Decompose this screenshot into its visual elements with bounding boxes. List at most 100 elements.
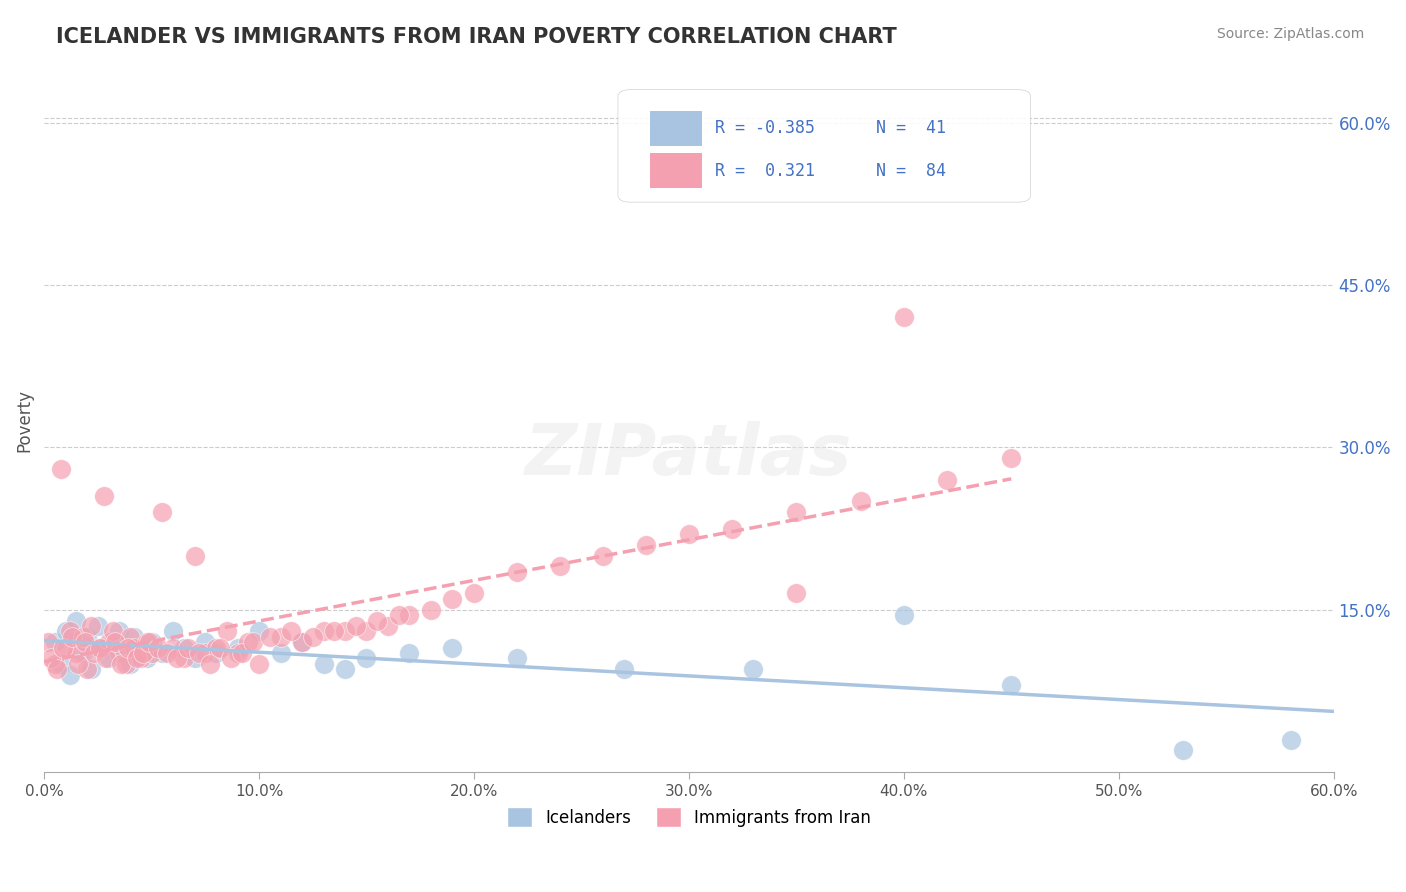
Point bbox=[114, 657, 136, 671]
Point bbox=[270, 630, 292, 644]
Point bbox=[209, 640, 232, 655]
Point bbox=[231, 646, 253, 660]
Point bbox=[205, 646, 228, 660]
Legend: Icelanders, Immigrants from Iran: Icelanders, Immigrants from Iran bbox=[501, 800, 877, 834]
Point bbox=[108, 624, 131, 639]
Text: R = -0.385: R = -0.385 bbox=[714, 120, 814, 137]
Point bbox=[129, 651, 152, 665]
Point bbox=[73, 635, 96, 649]
Point bbox=[548, 559, 571, 574]
Point bbox=[785, 505, 807, 519]
Point bbox=[136, 635, 159, 649]
Point bbox=[312, 657, 335, 671]
Text: N =  84: N = 84 bbox=[876, 161, 946, 179]
Point bbox=[156, 646, 179, 660]
Point bbox=[333, 662, 356, 676]
Point bbox=[120, 657, 142, 671]
Point bbox=[215, 624, 238, 639]
Text: Source: ZipAtlas.com: Source: ZipAtlas.com bbox=[1216, 27, 1364, 41]
Point bbox=[51, 462, 73, 476]
Point bbox=[44, 657, 66, 671]
Point bbox=[37, 635, 59, 649]
Point bbox=[55, 640, 77, 655]
Point bbox=[150, 505, 173, 519]
Point bbox=[356, 651, 378, 665]
Point bbox=[108, 646, 131, 660]
Point bbox=[146, 640, 169, 655]
Point bbox=[742, 662, 765, 676]
Point bbox=[678, 527, 700, 541]
Point bbox=[44, 635, 66, 649]
Point bbox=[59, 624, 82, 639]
FancyBboxPatch shape bbox=[650, 153, 702, 188]
Point bbox=[463, 586, 485, 600]
Point bbox=[506, 651, 529, 665]
Point bbox=[634, 538, 657, 552]
Point bbox=[366, 614, 388, 628]
Point bbox=[377, 619, 399, 633]
Point bbox=[785, 586, 807, 600]
Point bbox=[89, 640, 111, 655]
Point bbox=[1173, 743, 1195, 757]
Text: ICELANDER VS IMMIGRANTS FROM IRAN POVERTY CORRELATION CHART: ICELANDER VS IMMIGRANTS FROM IRAN POVERT… bbox=[56, 27, 897, 46]
Point bbox=[194, 635, 217, 649]
Point bbox=[247, 657, 270, 671]
Point bbox=[183, 549, 205, 563]
Point bbox=[80, 619, 103, 633]
Point bbox=[97, 635, 120, 649]
Point bbox=[65, 646, 87, 660]
Point bbox=[935, 473, 957, 487]
Point bbox=[301, 630, 323, 644]
Point bbox=[141, 646, 163, 660]
Point bbox=[124, 640, 146, 655]
Point bbox=[101, 635, 124, 649]
Point bbox=[87, 619, 110, 633]
FancyBboxPatch shape bbox=[650, 111, 702, 146]
Point bbox=[141, 635, 163, 649]
Point bbox=[83, 646, 105, 660]
Point bbox=[323, 624, 346, 639]
Point bbox=[110, 657, 132, 671]
Point bbox=[76, 662, 98, 676]
Point bbox=[333, 624, 356, 639]
Point bbox=[194, 646, 217, 660]
Point bbox=[238, 635, 260, 649]
Point bbox=[125, 651, 148, 665]
Point bbox=[259, 630, 281, 644]
Point bbox=[356, 624, 378, 639]
Point bbox=[849, 494, 872, 508]
Point bbox=[104, 635, 127, 649]
Point bbox=[198, 657, 221, 671]
Point bbox=[132, 646, 155, 660]
Point bbox=[55, 624, 77, 639]
Point bbox=[441, 591, 464, 606]
Point bbox=[441, 640, 464, 655]
Point bbox=[291, 635, 314, 649]
Point bbox=[344, 619, 367, 633]
Point bbox=[388, 608, 411, 623]
Point bbox=[72, 646, 94, 660]
Point bbox=[59, 667, 82, 681]
Point bbox=[177, 640, 200, 655]
Point bbox=[114, 646, 136, 660]
Point bbox=[1279, 732, 1302, 747]
Point bbox=[420, 603, 443, 617]
Point bbox=[291, 635, 314, 649]
Point bbox=[52, 640, 75, 655]
Point bbox=[506, 565, 529, 579]
Point bbox=[187, 646, 209, 660]
Point bbox=[120, 630, 142, 644]
FancyBboxPatch shape bbox=[619, 89, 1031, 202]
Point bbox=[51, 657, 73, 671]
Point bbox=[138, 635, 160, 649]
Point bbox=[65, 614, 87, 628]
Point bbox=[893, 608, 915, 623]
Point bbox=[162, 624, 184, 639]
Point bbox=[205, 640, 228, 655]
Point bbox=[136, 651, 159, 665]
Point bbox=[129, 640, 152, 655]
Point bbox=[183, 651, 205, 665]
Point bbox=[46, 662, 69, 676]
Point bbox=[1000, 678, 1022, 692]
Point bbox=[97, 651, 120, 665]
